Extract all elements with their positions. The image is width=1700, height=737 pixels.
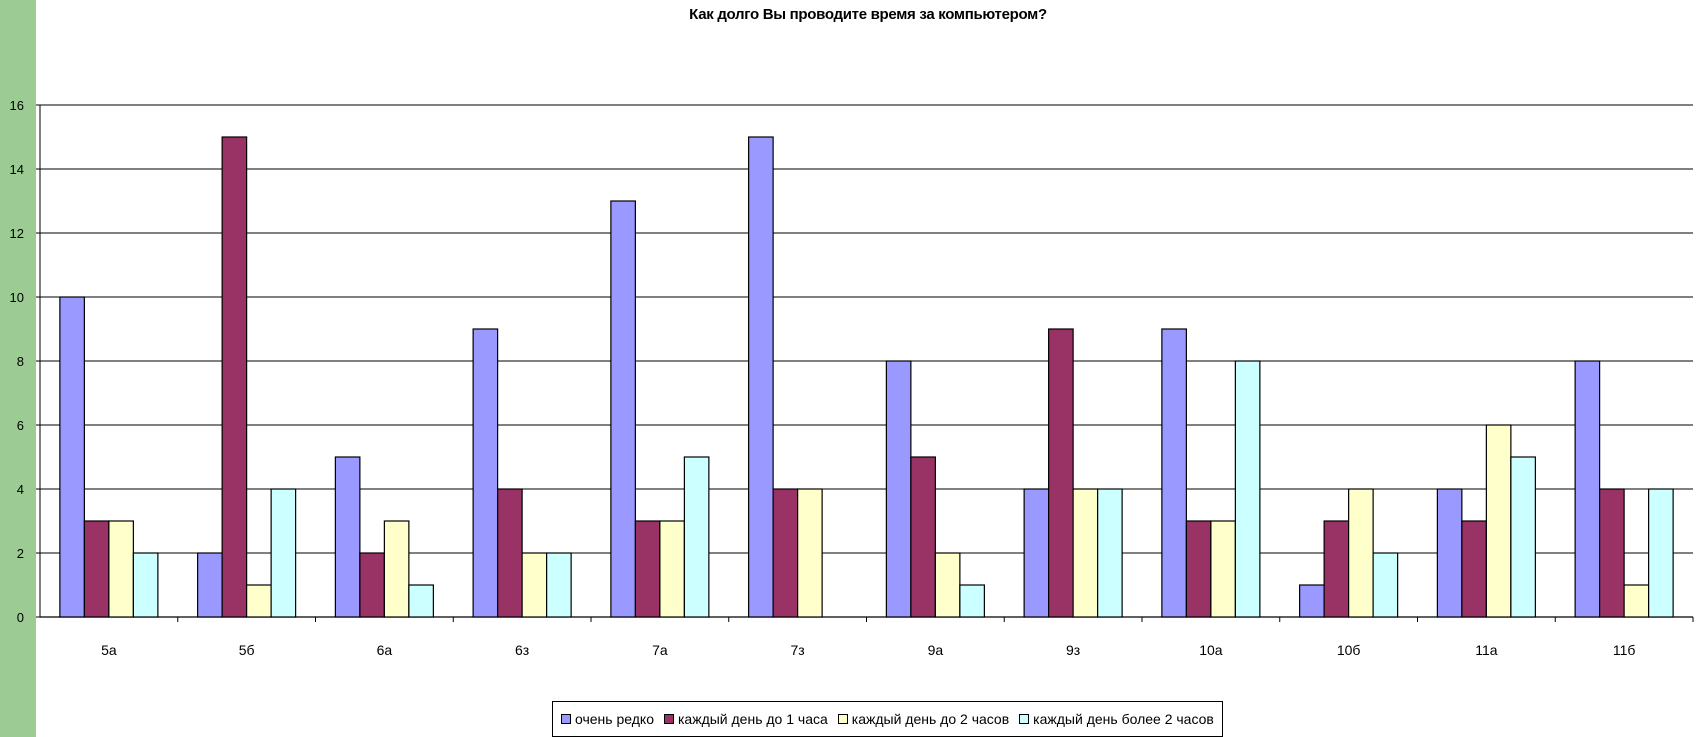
legend-swatch-series-3 <box>837 714 848 724</box>
x-tick-label-0: 5а <box>101 642 117 658</box>
bar-series-4-2 <box>408 584 434 618</box>
bar-series-4-9 <box>1372 552 1399 618</box>
bar-series-4-8 <box>1234 360 1261 618</box>
y-tick-label-3: 6 <box>17 418 24 433</box>
legend-swatch-series-2 <box>663 714 674 724</box>
bar-series-2-9 <box>1323 520 1350 618</box>
x-tick-label-4: 7а <box>652 642 668 658</box>
x-tick-label-1: 5б <box>239 642 255 658</box>
bar-series-2-3 <box>497 488 523 618</box>
bar-series-2-0 <box>83 520 110 618</box>
legend-label-series-4: каждый день более 2 часов <box>1033 711 1214 727</box>
x-tick-label-2: 6а <box>377 642 393 658</box>
x-tick-label-8: 10а <box>1199 642 1223 658</box>
bar-series-1-4 <box>610 200 636 618</box>
bar-series-4-6 <box>959 584 985 618</box>
bar-series-2-11 <box>1599 488 1625 618</box>
bar-series-2-5 <box>772 488 799 618</box>
legend-item-series-1: очень редко <box>561 711 654 727</box>
bar-series-1-8 <box>1161 328 1187 618</box>
bar-series-4-10 <box>1510 456 1536 618</box>
legend-swatch-series-4 <box>1019 714 1030 724</box>
y-tick-label-4: 8 <box>17 354 24 369</box>
y-tick-label-0: 0 <box>17 610 24 625</box>
bar-series-1-2 <box>334 456 361 618</box>
legend-label-series-2: каждый день до 1 часа <box>677 711 828 727</box>
bar-series-3-6 <box>934 552 961 618</box>
bar-series-3-10 <box>1485 424 1512 618</box>
y-tick-label-2: 4 <box>17 482 24 497</box>
bar-series-3-2 <box>383 520 410 618</box>
x-tick-label-3: 6з <box>515 642 529 658</box>
legend-label-series-1: очень редко <box>575 711 654 727</box>
bar-series-2-10 <box>1461 520 1487 618</box>
bar-series-1-6 <box>885 360 912 618</box>
bar-series-1-9 <box>1299 584 1325 618</box>
x-tick-label-5: 7з <box>791 642 805 658</box>
y-tick-label-6: 12 <box>10 226 24 241</box>
bar-series-1-0 <box>59 296 85 618</box>
x-tick-label-11: 11б <box>1613 642 1636 658</box>
y-tick-label-7: 14 <box>10 162 24 177</box>
bar-series-3-7 <box>1072 488 1099 618</box>
bar-series-1-7 <box>1023 488 1050 618</box>
bar-series-1-5 <box>748 136 774 618</box>
bar-series-3-1 <box>246 584 272 618</box>
bar-series-3-9 <box>1348 488 1374 618</box>
bar-series-2-6 <box>910 456 936 618</box>
y-tick-label-8: 16 <box>10 98 24 113</box>
legend-label-series-3: каждый день до 2 часов <box>851 711 1010 727</box>
legend-item-series-4: каждый день более 2 часов <box>1019 711 1214 727</box>
bar-series-2-2 <box>359 552 385 618</box>
legend-item-series-3: каждый день до 2 часов <box>837 711 1010 727</box>
bar-series-4-1 <box>270 488 297 618</box>
legend-swatch-series-1 <box>561 714 571 724</box>
side-decoration-strip <box>0 0 36 737</box>
chart-plot-area: 0 2 4 6 8 10 12 14 16 5а 5б 6а 6з 7а 7з 9а 9з 10а 10б 11а 11… <box>10 98 1694 658</box>
bar-series-1-11 <box>1574 360 1601 618</box>
bar-series-3-0 <box>108 520 134 618</box>
bar-series-4-4 <box>683 456 710 618</box>
chart-legend: очень редко каждый день до 1 часа каждый… <box>552 701 1223 737</box>
bar-series-4-3 <box>546 552 572 618</box>
y-tick-label-1: 2 <box>17 546 24 561</box>
legend-item-series-2: каждый день до 1 часа <box>663 711 828 727</box>
x-tick-label-9: 10б <box>1337 642 1361 658</box>
bar-series-3-8 <box>1210 520 1236 618</box>
bar-series-3-3 <box>521 552 548 618</box>
bar-series-1-10 <box>1436 488 1463 618</box>
bar-series-4-7 <box>1097 488 1123 618</box>
bar-series-4-11 <box>1648 488 1674 618</box>
y-tick-label-5: 10 <box>10 290 24 305</box>
chart-title: Как долго Вы проводите время за компьюте… <box>689 6 1047 23</box>
x-tick-label-6: 9а <box>928 642 944 658</box>
bar-series-3-5 <box>797 488 823 618</box>
bar-series-2-1 <box>221 136 248 618</box>
bar-series-3-4 <box>659 520 685 618</box>
bar-series-1-1 <box>197 552 223 618</box>
x-tick-label-7: 9з <box>1066 642 1080 658</box>
bar-series-2-7 <box>1048 328 1074 618</box>
bar-series-4-0 <box>132 552 159 618</box>
bar-series-3-11 <box>1623 584 1650 618</box>
bar-series-1-3 <box>472 328 499 618</box>
x-tick-label-10: 11а <box>1475 642 1498 658</box>
bar-series-2-4 <box>634 520 661 618</box>
bar-series-2-8 <box>1185 520 1212 618</box>
